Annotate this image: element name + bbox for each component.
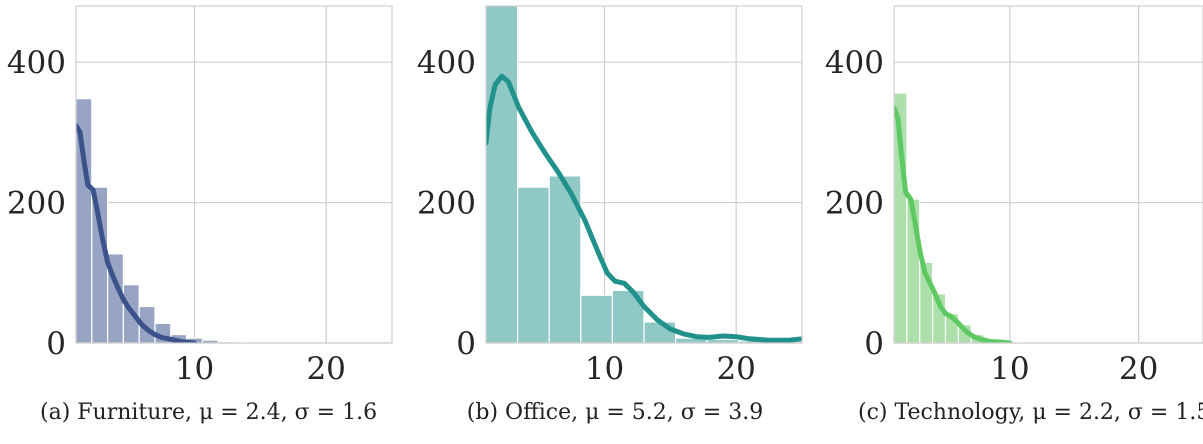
y-tick-label: 400 xyxy=(7,45,66,81)
x-tick-label: 20 xyxy=(306,351,345,387)
y-tick-label: 0 xyxy=(456,326,476,362)
caption-technology: (c) Technology, μ = 2.2, σ = 1.5 xyxy=(858,400,1203,425)
kde-line xyxy=(76,122,197,343)
y-tick-label: 200 xyxy=(825,186,884,222)
kde-line xyxy=(894,105,1013,343)
plot-frame xyxy=(893,5,1203,344)
plot-frame xyxy=(485,5,803,344)
histogram-bars xyxy=(76,98,251,343)
histogram-bars xyxy=(486,6,802,343)
chart-panel-furniture: 0 200 400 10 20 xyxy=(7,5,393,387)
histogram-bar xyxy=(580,294,613,343)
x-tick-label: 20 xyxy=(716,351,755,387)
y-tick-label: 200 xyxy=(417,186,476,222)
histogram-bar xyxy=(486,6,519,343)
x-tick-label: 10 xyxy=(990,351,1029,387)
plot-frame xyxy=(75,5,393,344)
caption-office: (b) Office, μ = 5.2, σ = 3.9 xyxy=(466,400,764,425)
x-tick-label: 10 xyxy=(175,351,214,387)
x-tick-label: 10 xyxy=(585,351,624,387)
y-tick-label: 400 xyxy=(825,45,884,81)
histogram-bar xyxy=(516,186,550,343)
x-tick-label: 20 xyxy=(1119,351,1158,387)
caption-furniture: (a) Furniture, μ = 2.4, σ = 1.6 xyxy=(40,400,378,425)
y-tick-label: 200 xyxy=(7,186,66,222)
y-tick-label: 0 xyxy=(46,326,66,362)
y-tick-label: 400 xyxy=(417,45,476,81)
chart-panel-technology: 0 200 400 10 20 xyxy=(825,5,1203,387)
y-tick-label: 0 xyxy=(864,326,884,362)
chart-panel-office: 0 200 400 10 20 xyxy=(417,5,803,387)
histogram-bar xyxy=(643,321,677,343)
kde-line xyxy=(486,73,802,343)
